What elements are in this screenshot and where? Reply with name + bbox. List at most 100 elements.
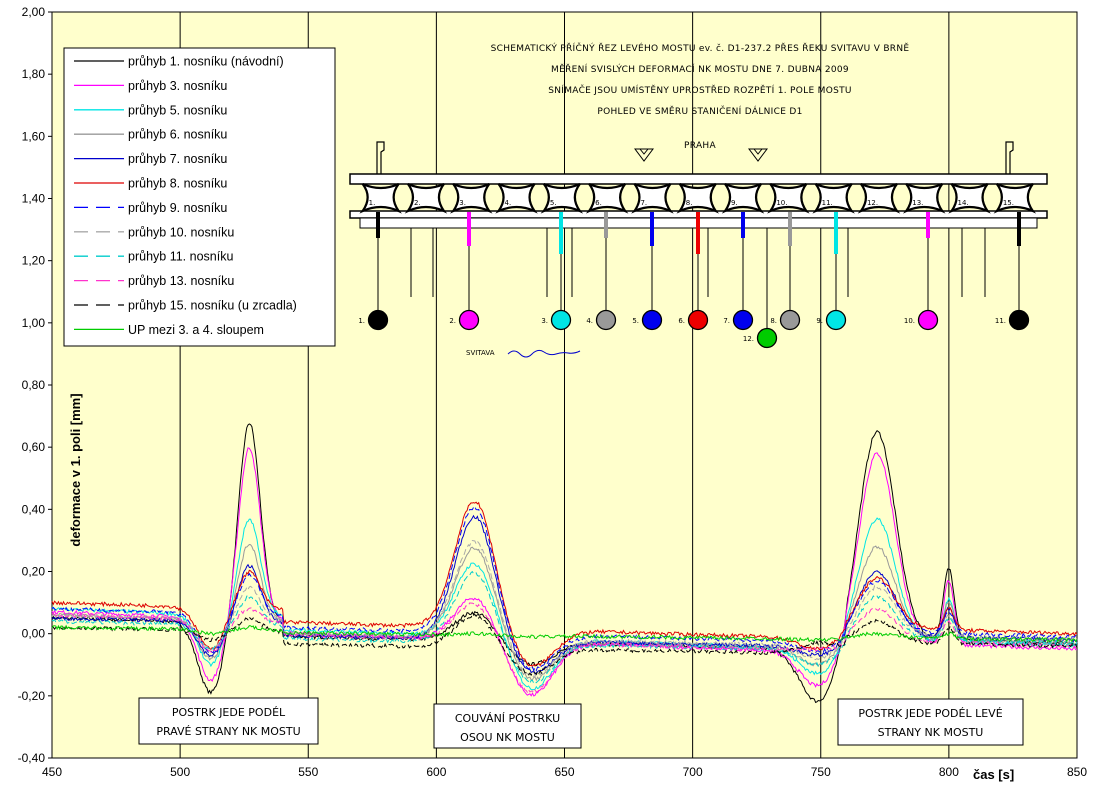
river-icon: [507, 349, 581, 358]
sensor-marker: [825, 309, 847, 331]
sensor-mount: [788, 212, 792, 246]
beam-profile: [404, 182, 448, 214]
sensor-label: 8.: [770, 317, 777, 325]
y-tick-label: 0,40: [22, 502, 46, 516]
schematic-title-line: SCHEMATICKÝ PŘÍČNÝ ŘEZ LEVÉHO MOSTU ev. …: [491, 42, 910, 54]
y-tick-label: 2,00: [22, 5, 46, 19]
annotation-text: COUVÁNÍ POSTRKU: [455, 712, 560, 725]
beam-profile: [450, 182, 493, 214]
beam-number: 12.: [867, 199, 878, 207]
y-tick-label: 0,60: [22, 440, 46, 454]
annotation-text: POSTRK JEDE PODÉL: [172, 706, 286, 719]
y-tick-label: 0,80: [22, 378, 46, 392]
direction-arrow-icon: [748, 148, 768, 162]
beam-profile: [903, 182, 946, 214]
annotation-text: OSOU NK MOSTU: [460, 731, 555, 744]
direction-arrow-icon: [634, 148, 654, 162]
series-line: [51, 602, 1078, 694]
beam-number: 5.: [550, 199, 557, 207]
legend-label: průhyb 15. nosníku (u zrcadla): [128, 299, 297, 313]
beam-number: 3.: [459, 199, 466, 207]
x-tick-label: 750: [811, 765, 831, 779]
x-tick-label: 450: [42, 765, 62, 779]
sensor-marker: [732, 309, 754, 331]
y-axis-title: deformace v 1. poli [mm]: [68, 393, 83, 546]
x-tick-label: 800: [939, 765, 959, 779]
beam-number: 2.: [414, 199, 421, 207]
annotation-text: POSTRK JEDE PODÉL LEVÉ: [858, 707, 1002, 720]
beam-number: 11.: [822, 199, 833, 207]
sensor-label: 1.: [358, 317, 365, 325]
series-line: [51, 624, 1078, 643]
y-tick-label: 1,40: [22, 192, 46, 206]
sensor-mount: [1017, 212, 1021, 246]
beam-profile: [812, 182, 855, 214]
beam-profile: [631, 182, 674, 214]
sensor-label: 11.: [995, 317, 1006, 325]
legend-label: průhyb 8. nosníku: [128, 177, 227, 191]
schematic-title-line: POHLED VE SMĚRU STANIČENÍ DÁLNICE D1: [597, 105, 802, 117]
schematic-title-line: MĚŘENÍ SVISLÝCH DEFORMACÍ NK MOSTU DNE 7…: [551, 63, 849, 75]
beam-profile: [857, 182, 901, 214]
sensor-label: 9.: [816, 317, 823, 325]
y-tick-label: -0,20: [18, 689, 46, 703]
series-line: [51, 423, 1078, 704]
y-tick-label: 0,00: [22, 627, 46, 641]
x-tick-label: 550: [298, 765, 318, 779]
sensor-mount: [376, 212, 380, 238]
legend-label: průhyb 6. nosníku: [128, 128, 227, 142]
beam-number: 6.: [595, 199, 602, 207]
river-label: SVITAVA: [466, 349, 495, 357]
sensor-marker: [1008, 309, 1030, 331]
beam-profile: [585, 182, 629, 214]
sensor-label: 7.: [723, 317, 730, 325]
sensor-mount: [834, 212, 838, 254]
legend-label: průhyb 5. nosníku: [128, 103, 227, 117]
sensor-marker: [367, 309, 389, 331]
y-tick-label: 1,00: [22, 316, 46, 330]
sensor-marker: [595, 309, 617, 331]
legend-label: průhyb 3. nosníku: [128, 79, 227, 93]
beam-number: 13.: [912, 199, 923, 207]
y-tick-label: 1,20: [22, 254, 46, 268]
sensor-mount: [467, 212, 471, 246]
beam-profile: [948, 182, 991, 214]
annotation-text: STRANY NK MOSTU: [878, 726, 984, 739]
beam-number: 7.: [640, 199, 647, 207]
y-tick-label: 1,60: [22, 129, 46, 143]
y-axis: -0,40 -0,20 0,00 0,20 0,40 0,60 0,80 1,00 1,20 1,…: [18, 5, 52, 765]
sensor-mount: [926, 212, 930, 238]
sensor-marker: [458, 309, 480, 331]
legend-label: průhyb 7. nosníku: [128, 152, 227, 166]
sensor-label: 6.: [678, 317, 685, 325]
beam-number: 4.: [505, 199, 512, 207]
sensor-mount: [604, 212, 608, 238]
sensor-marker: [779, 309, 801, 331]
y-tick-label: 1,80: [22, 67, 46, 81]
sensor-marker: [687, 309, 709, 331]
beam-number: 8.: [686, 199, 693, 207]
sensor-label: 12.: [743, 335, 754, 343]
series-group: [51, 423, 1078, 704]
series-line: [51, 505, 1078, 672]
legend-label: průhyb 9. nosníku: [128, 201, 227, 215]
annotations: POSTRK JEDE PODÉL PRAVÉ STRANY NK MOSTU CO…: [138, 697, 1024, 749]
x-tick-label: 500: [170, 765, 190, 779]
beam-profile: [721, 182, 765, 214]
series-line: [51, 501, 1078, 667]
sensor-label: 5.: [632, 317, 639, 325]
sensor-marker: [917, 309, 939, 331]
sensor-label: 4.: [586, 317, 593, 325]
sensor-label: 10.: [904, 317, 915, 325]
beam-profile: [767, 182, 810, 214]
x-tick-label: 600: [426, 765, 446, 779]
beam-number: 14.: [958, 199, 969, 207]
legend-label: průhyb 1. nosníku (návodní): [128, 55, 284, 69]
legend: průhyb 1. nosníku (návodní) průhyb 3. nos…: [63, 47, 336, 347]
y-tick-label: 0,20: [22, 565, 46, 579]
beam-number: 9.: [731, 199, 738, 207]
deck-slab: [349, 173, 1048, 185]
beam-profile: [676, 182, 719, 214]
legend-label: průhyb 11. nosníku: [128, 250, 233, 264]
